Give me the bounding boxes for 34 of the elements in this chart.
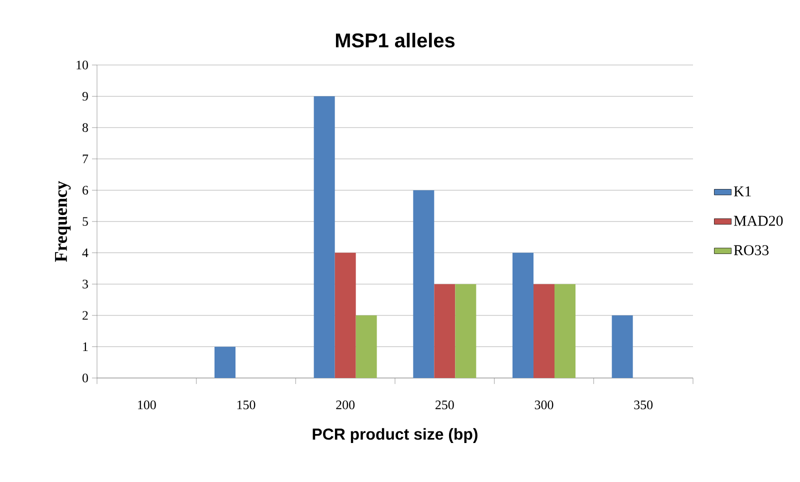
bar xyxy=(534,284,555,378)
bar xyxy=(455,284,476,378)
y-tick-label: 6 xyxy=(82,186,88,195)
bar xyxy=(554,284,576,378)
y-tick-label: 9 xyxy=(82,92,88,101)
bar xyxy=(214,346,236,378)
legend-label: RO33 xyxy=(734,245,769,256)
x-tick-label: 300 xyxy=(534,400,554,410)
bar xyxy=(334,252,356,378)
y-tick-label: 2 xyxy=(82,311,88,320)
bar xyxy=(434,284,456,378)
y-tick-label: 3 xyxy=(82,280,88,288)
y-tick-label: 0 xyxy=(82,374,88,382)
x-tick-label: 250 xyxy=(436,400,454,410)
bar xyxy=(314,96,335,378)
bar xyxy=(612,315,633,378)
x-tick-label: 200 xyxy=(336,400,355,410)
y-tick-label: 10 xyxy=(76,60,88,70)
y-tick-label: 7 xyxy=(82,154,88,164)
legend-label: MAD20 xyxy=(734,216,783,226)
bar xyxy=(413,190,434,378)
bar xyxy=(512,252,534,378)
y-tick-label: 1 xyxy=(83,342,88,351)
bar xyxy=(356,315,377,378)
y-tick-label: 8 xyxy=(82,123,88,132)
x-tick-label: 350 xyxy=(634,400,653,410)
x-axis-title: PCR product size (bp) xyxy=(312,428,478,443)
y-tick-label: 5 xyxy=(82,217,88,226)
y-axis-title: Frequency xyxy=(55,180,71,262)
legend-label: K1 xyxy=(734,186,751,196)
x-tick-label: 100 xyxy=(138,400,156,410)
y-tick-label: 4 xyxy=(82,248,88,258)
x-tick-label: 150 xyxy=(237,400,256,410)
chart-title: MSP1 alleles xyxy=(336,32,455,48)
